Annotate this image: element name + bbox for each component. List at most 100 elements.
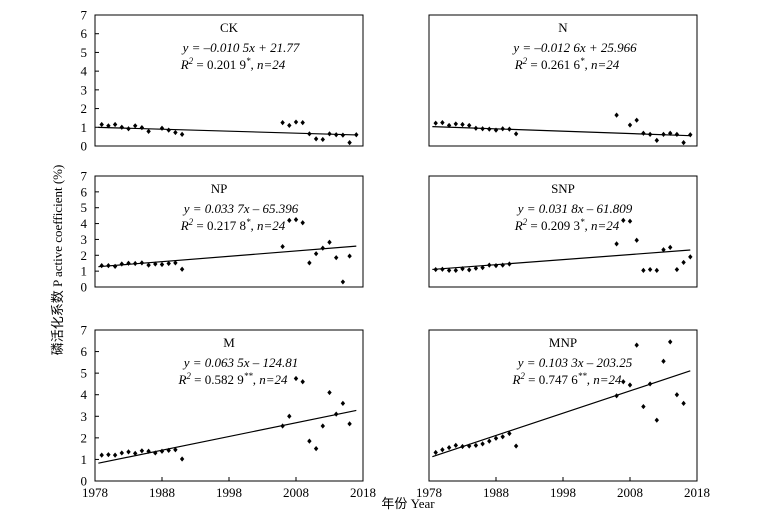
- x-tick-label: 1978: [416, 485, 442, 500]
- plot-frame: [94, 329, 364, 482]
- data-point: [493, 262, 499, 269]
- data-point: [641, 130, 646, 136]
- data-point: [334, 255, 339, 261]
- y-tick-label: 7: [81, 8, 88, 23]
- data-point: [440, 120, 445, 126]
- data-point: [106, 262, 111, 269]
- plot-frame: [428, 329, 698, 482]
- data-point: [153, 450, 158, 456]
- data-point: [681, 400, 686, 406]
- regression-equation: y = 0.033 7x – 65.396: [182, 201, 299, 216]
- data-point: [106, 452, 111, 458]
- data-point: [139, 125, 145, 131]
- data-point: [446, 267, 452, 273]
- data-point: [307, 260, 312, 266]
- y-axis-label: 磷活化系数 P active coefficient (%): [50, 165, 65, 356]
- r-squared-label: R2 = 0.217 8*, n=24: [180, 217, 286, 233]
- panel-title: M: [223, 335, 235, 350]
- data-point: [293, 119, 299, 125]
- data-point: [280, 423, 285, 429]
- trend-line: [432, 370, 691, 458]
- data-point: [668, 244, 673, 250]
- data-point: [166, 447, 171, 453]
- y-tick-label: 2: [81, 248, 88, 263]
- data-point: [334, 132, 339, 138]
- data-point: [119, 124, 124, 130]
- y-tick-label: 6: [81, 184, 88, 199]
- data-point: [153, 261, 158, 267]
- data-point: [668, 130, 673, 136]
- y-tick-label: 3: [81, 82, 88, 97]
- data-point: [173, 129, 178, 136]
- data-point: [280, 243, 285, 250]
- trend-line: [98, 409, 357, 464]
- data-point: [313, 136, 319, 142]
- regression-equation: y = –0.012 6x + 25.966: [511, 40, 637, 55]
- data-point: [473, 265, 479, 271]
- data-point: [320, 423, 325, 429]
- data-point: [460, 121, 465, 128]
- data-point: [293, 217, 299, 223]
- data-point: [507, 430, 512, 437]
- r-squared-label: R2 = 0.582 9**, n=24: [177, 371, 288, 387]
- regression-equation: y = –0.010 5x + 21.77: [181, 40, 300, 55]
- data-point: [627, 382, 633, 388]
- data-point: [621, 217, 626, 223]
- data-point: [166, 260, 171, 267]
- data-point: [453, 267, 458, 273]
- x-tick-label: 2018: [684, 485, 710, 500]
- data-point: [313, 251, 319, 257]
- data-point: [681, 259, 686, 266]
- data-point: [106, 123, 111, 129]
- y-tick-label: 4: [81, 387, 88, 402]
- data-point: [627, 218, 633, 224]
- data-point: [473, 125, 479, 131]
- y-tick-label: 5: [81, 200, 88, 215]
- data-point: [146, 448, 151, 454]
- data-point: [614, 112, 619, 118]
- r-squared-label: R2 = 0.747 6**, n=24: [511, 371, 622, 387]
- data-point: [126, 126, 131, 132]
- data-point: [112, 121, 118, 128]
- panel-title: NP: [211, 181, 228, 196]
- data-point: [513, 131, 519, 137]
- y-tick-label: 0: [81, 139, 88, 154]
- data-point: [634, 342, 639, 348]
- data-point: [500, 262, 505, 268]
- x-tick-label: 1988: [149, 485, 175, 500]
- regression-equation: y = 0.031 8x – 61.809: [516, 201, 633, 216]
- data-point: [99, 452, 104, 458]
- data-point: [467, 122, 472, 129]
- data-point: [300, 379, 305, 385]
- data-point: [179, 266, 185, 272]
- data-point: [340, 132, 346, 138]
- x-tick-label: 1988: [483, 485, 509, 500]
- data-point: [340, 400, 346, 406]
- data-point: [654, 137, 659, 143]
- panel-title: CK: [220, 20, 239, 35]
- data-point: [133, 450, 138, 456]
- regression-equation: y = 0.063 5x – 124.81: [182, 355, 299, 370]
- data-point: [440, 266, 445, 272]
- data-point: [467, 267, 472, 273]
- y-tick-label: 5: [81, 45, 88, 60]
- data-point: [654, 267, 659, 273]
- data-point: [146, 128, 151, 135]
- data-point: [513, 443, 519, 449]
- y-tick-label: 4: [81, 64, 88, 79]
- trend-line: [432, 249, 691, 271]
- data-point: [119, 450, 124, 456]
- data-point: [320, 245, 325, 251]
- data-point: [647, 266, 653, 273]
- data-point: [347, 253, 352, 259]
- data-point: [300, 220, 305, 226]
- data-point: [467, 443, 472, 449]
- data-point: [634, 117, 639, 123]
- data-point: [300, 120, 305, 126]
- panel-mnp: 1978 1988 1998 2008 2018 MNP y = 0.103 3x – 20…: [416, 329, 710, 500]
- r-squared-label: R2 = 0.209 3*, n=24: [514, 217, 620, 233]
- data-point: [507, 261, 512, 267]
